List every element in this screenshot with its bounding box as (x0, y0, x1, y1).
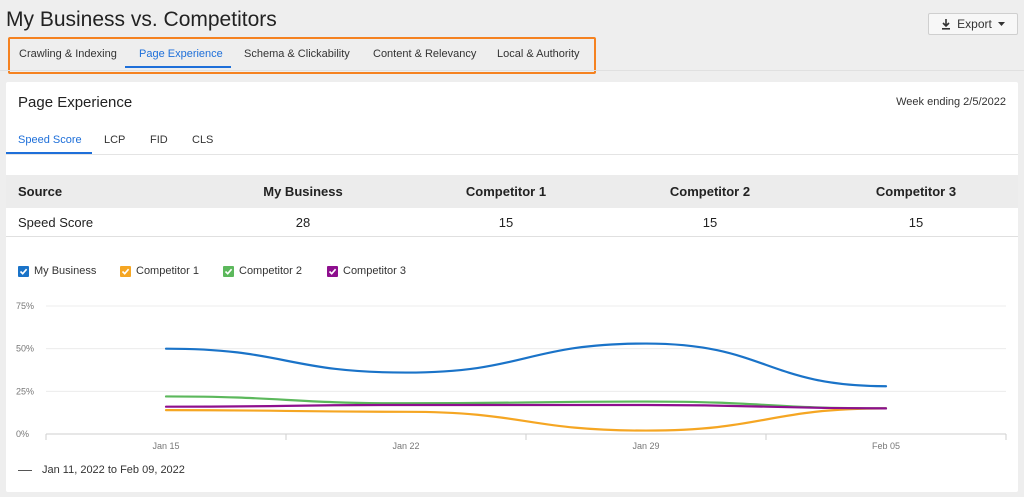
cell-competitor-1: 15 (498, 215, 514, 230)
subtab-speed-score[interactable]: Speed Score (18, 134, 82, 146)
cell-competitor-3: 15 (908, 215, 924, 230)
legend-label: Competitor 1 (136, 265, 199, 277)
tab-content-relevancy[interactable]: Content & Relevancy (373, 48, 477, 60)
table-row: Speed Score 28 15 15 15 (6, 208, 1018, 237)
page-experience-card: Page Experience Week ending 2/5/2022 Spe… (6, 82, 1018, 492)
checkbox-checked-icon (327, 265, 338, 277)
y-tick-label: 25% (16, 386, 34, 396)
checkbox-checked-icon (120, 265, 131, 277)
series-line-competitor-2 (164, 395, 888, 410)
caret-down-icon (997, 22, 1005, 26)
legend-label: Competitor 3 (343, 265, 406, 277)
y-tick-label: 50% (16, 344, 34, 354)
export-label: Export (957, 17, 992, 31)
subtab-fid[interactable]: FID (150, 134, 168, 146)
tab-page-experience[interactable]: Page Experience (139, 48, 223, 60)
x-tick-label: Feb 05 (872, 441, 900, 451)
week-ending-label: Week ending 2/5/2022 (896, 96, 1006, 108)
cell-competitor-2: 15 (702, 215, 718, 230)
header-competitor-1: Competitor 1 (465, 184, 547, 199)
legend-label: Competitor 2 (239, 265, 302, 277)
download-icon (942, 18, 951, 30)
tab-group-highlight (8, 37, 596, 74)
date-range-label: Jan 11, 2022 to Feb 09, 2022 (18, 464, 185, 476)
subtab-divider (6, 154, 1018, 155)
header-source: Source (18, 184, 63, 199)
x-tick-label: Jan 22 (392, 441, 419, 451)
series-line-competitor-3 (164, 403, 888, 410)
tab-schema-clickability[interactable]: Schema & Clickability (244, 48, 350, 60)
subtab-cls[interactable]: CLS (192, 134, 214, 146)
y-tick-label: 0% (16, 429, 29, 439)
tab-local-authority[interactable]: Local & Authority (497, 48, 580, 60)
legend-label: My Business (34, 265, 97, 277)
range-line-icon (18, 469, 32, 471)
header-divider (0, 70, 1024, 71)
row-label: Speed Score (18, 215, 94, 230)
legend-my-business[interactable]: My Business (18, 265, 96, 277)
header-my-business: My Business (263, 184, 343, 199)
subtab-lcp[interactable]: LCP (104, 134, 126, 146)
legend-competitor-3[interactable]: Competitor 3 (327, 265, 406, 277)
header-competitor-2: Competitor 2 (669, 184, 751, 199)
checkbox-checked-icon (223, 265, 234, 277)
series-line-my-business (164, 342, 888, 388)
date-range-text: Jan 11, 2022 to Feb 09, 2022 (42, 464, 185, 476)
series-line-competitor-1 (164, 407, 888, 432)
legend-competitor-1[interactable]: Competitor 1 (120, 265, 199, 277)
speed-score-line-chart: 0% 25% 50% 75% Jan 15 Jan 22 Jan 29 Feb 05 (16, 301, 1007, 451)
header-competitor-3: Competitor 3 (875, 184, 957, 199)
checkbox-checked-icon (18, 265, 29, 277)
cell-my-business: 28 (295, 215, 311, 230)
tab-crawling-indexing[interactable]: Crawling & Indexing (19, 48, 117, 60)
active-subtab-indicator (6, 152, 92, 154)
x-tick-label: Jan 29 (632, 441, 659, 451)
card-title: Page Experience (18, 94, 133, 111)
y-tick-label: 75% (16, 301, 34, 311)
x-tick-label: Jan 15 (152, 441, 179, 451)
legend-competitor-2[interactable]: Competitor 2 (223, 265, 302, 277)
export-button[interactable]: Export (928, 13, 1018, 35)
table-header: Source My Business Competitor 1 Competit… (6, 175, 1018, 208)
active-tab-indicator (125, 66, 231, 68)
page-title: My Business vs. Competitors (6, 8, 277, 31)
